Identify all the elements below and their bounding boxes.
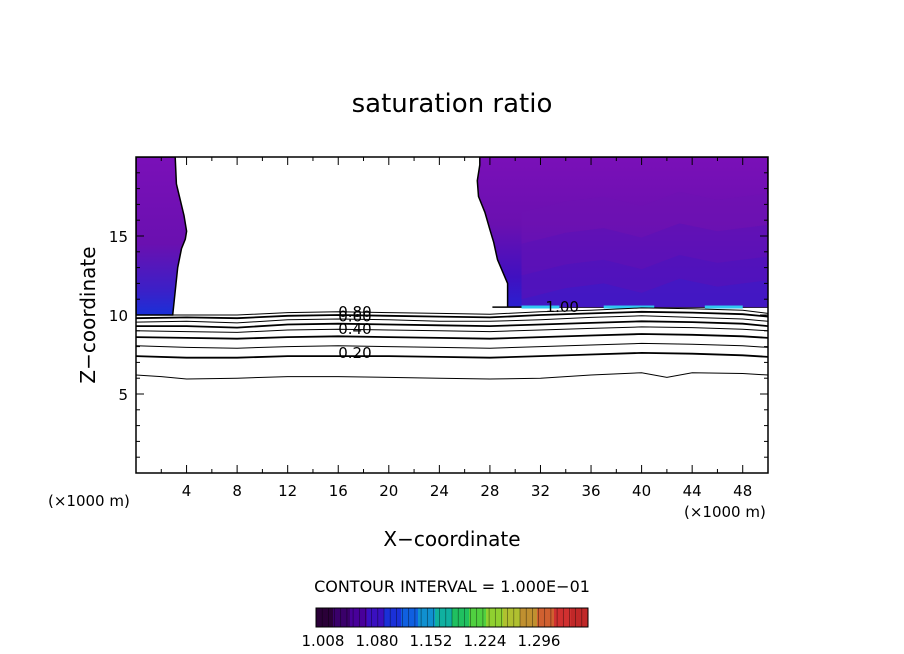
contour-line: [136, 342, 768, 349]
contour-lines: [136, 307, 768, 380]
saturation-band: [521, 278, 768, 308]
colorbar-tick-label: 1.008: [302, 632, 345, 650]
x-tick-label: 16: [329, 482, 348, 500]
x-tick-label: 28: [480, 482, 499, 500]
colorbar-swatch: [316, 608, 334, 627]
contour-line: [136, 320, 768, 329]
colorbar-tick-label: 1.224: [464, 632, 507, 650]
plot-area: 0.800.600.40 0.20 1.00: [136, 157, 768, 380]
contour-labels: 0.800.600.40 0.20 1.00: [338, 298, 579, 362]
x-unit-left: (×1000 m): [48, 492, 130, 510]
colorbar-swatch: [486, 608, 504, 627]
saturation-streak: [704, 305, 743, 309]
x-unit-right: (×1000 m): [684, 503, 766, 521]
contour-line: [136, 351, 768, 359]
colorbar-swatch: [333, 608, 351, 627]
x-tick-label: 20: [379, 482, 398, 500]
contour-line: [136, 307, 768, 316]
colorbar-swatch: [350, 608, 368, 627]
contour-label: 0.80: [338, 303, 371, 321]
x-axis-label: X−coordinate: [383, 527, 520, 551]
chart-title: saturation ratio: [352, 89, 553, 119]
colorbar-swatch: [554, 608, 572, 627]
contour-interval-label: CONTOUR INTERVAL = 1.000E−01: [314, 577, 590, 596]
x-tick-label: 40: [632, 482, 651, 500]
contour-label: 0.40: [338, 320, 371, 338]
saturated-region-left: [136, 157, 188, 316]
y-axis-label: Z−coordinate: [76, 246, 100, 383]
colorbar-swatch: [503, 608, 521, 627]
contour-label: 0.60: [338, 308, 371, 326]
x-tick-label: 4: [182, 482, 192, 500]
colorbar-swatch: [571, 608, 589, 627]
contour-line: [136, 372, 768, 380]
contour-line: [136, 326, 768, 333]
colorbar-swatch: [418, 608, 436, 627]
colorbar-swatch: [384, 608, 402, 627]
colorbar-tick-label: 1.296: [518, 632, 561, 650]
x-tick-label: 48: [733, 482, 752, 500]
contour-line: [136, 315, 768, 324]
x-tick-label: 24: [430, 482, 449, 500]
saturated-regions: [136, 157, 768, 316]
x-tick-label: 44: [683, 482, 702, 500]
colorbar-swatch: [520, 608, 538, 627]
colorbar-frame: [315, 607, 589, 628]
colorbar-swatch: [401, 608, 419, 627]
x-tick-label: 32: [531, 482, 550, 500]
y-tick-label: 15: [109, 228, 128, 246]
x-tick-label: 12: [278, 482, 297, 500]
colorbar-swatch: [367, 608, 385, 627]
y-tick-label: 5: [118, 386, 128, 404]
contour-line: [136, 333, 768, 340]
colorbar-tick-labels: 1.008 1.080 1.152 1.224 1.296: [302, 632, 561, 650]
contour-label: 0.20: [338, 344, 371, 362]
saturation-streak: [521, 305, 560, 309]
colorbar-tick-label: 1.080: [356, 632, 399, 650]
colorbar: [315, 607, 589, 628]
contour-label: 1.00: [546, 298, 579, 316]
colorbar-swatch: [469, 608, 487, 627]
colorbar-swatch: [537, 608, 555, 627]
colorbar-swatch: [435, 608, 453, 627]
contour-line: [136, 310, 768, 320]
x-tick-label: 8: [232, 482, 242, 500]
colorbar-swatch: [452, 608, 470, 627]
colorbar-tick-label: 1.152: [410, 632, 453, 650]
axis-ticks: [136, 157, 768, 473]
x-tick-label: 36: [581, 482, 600, 500]
saturation-streak: [603, 305, 655, 309]
y-tick-label: 10: [109, 307, 128, 325]
